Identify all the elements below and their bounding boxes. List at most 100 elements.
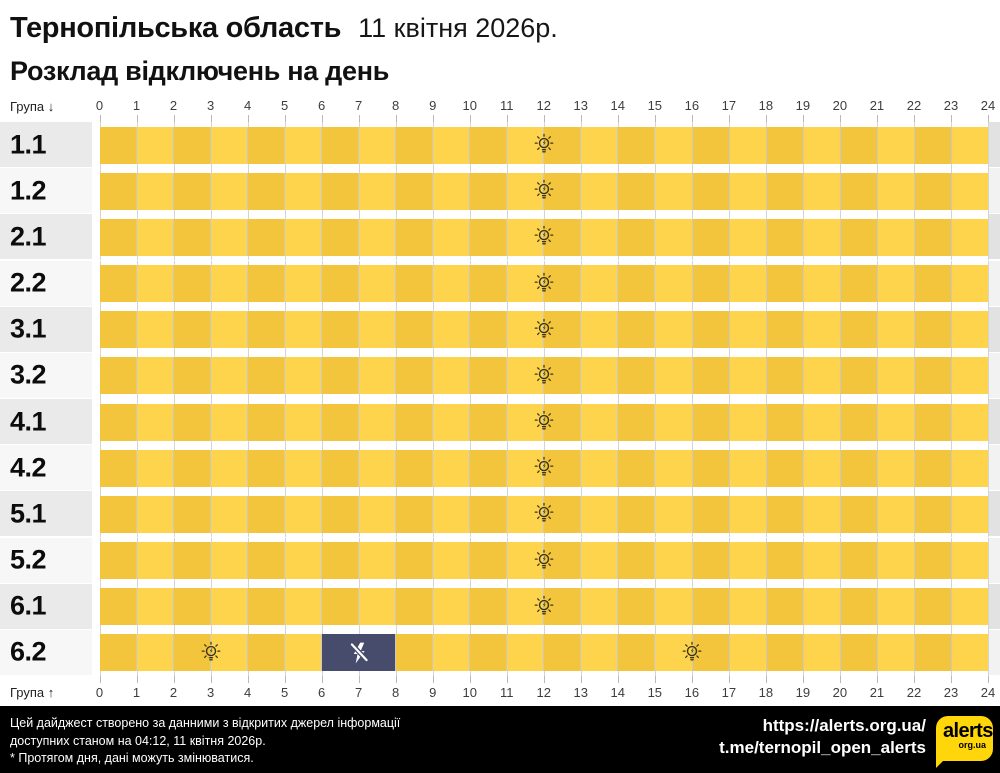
power-on-cell xyxy=(246,126,284,164)
tick-mark xyxy=(988,115,989,122)
group-label: 5.2 xyxy=(10,544,47,575)
bulb-on-icon xyxy=(532,318,555,341)
power-on-cell xyxy=(395,542,433,580)
power-bar xyxy=(99,588,988,626)
power-on-cell xyxy=(283,542,321,580)
hour-label: 7 xyxy=(355,685,363,700)
group-label: 3.2 xyxy=(10,359,47,390)
power-on-cell xyxy=(691,126,729,164)
power-on-cell xyxy=(543,542,581,580)
hour-label: 2 xyxy=(169,685,178,700)
hour-label: 23 xyxy=(943,98,959,113)
hour-label: 19 xyxy=(795,685,811,700)
tick-mark xyxy=(395,676,397,683)
power-on-cell xyxy=(172,495,210,533)
power-on-cell xyxy=(469,542,507,580)
power-on-cell xyxy=(209,172,247,210)
power-on-cell xyxy=(469,218,507,256)
hour-label: 11 xyxy=(499,98,514,113)
power-on-cell xyxy=(432,449,470,487)
hour-label: 4 xyxy=(243,685,252,700)
power-on-cell xyxy=(765,634,803,672)
bulb-on-icon xyxy=(532,595,555,618)
power-on-cell xyxy=(839,588,877,626)
footer-note-line: Цей дайджест створено за данними з відкр… xyxy=(10,716,401,730)
bulb-on-icon xyxy=(532,503,555,526)
power-on-cell xyxy=(839,634,877,672)
row-background-cap xyxy=(988,629,1000,676)
power-on-cell xyxy=(99,634,136,672)
power-on-cell xyxy=(839,172,877,210)
power-on-cell xyxy=(839,449,877,487)
power-on-cell xyxy=(913,542,951,580)
hour-label: 5 xyxy=(280,685,289,700)
tick-mark xyxy=(839,676,841,683)
power-on-cell xyxy=(617,172,655,210)
power-on-cell xyxy=(99,588,136,626)
power-on-cell xyxy=(172,357,210,395)
power-on-cell xyxy=(506,172,544,210)
group-axis-label-top: Група ↓ xyxy=(10,99,55,114)
power-on-cell xyxy=(580,634,618,672)
tick-mark xyxy=(876,676,878,683)
power-on-cell xyxy=(950,495,988,533)
power-on-cell xyxy=(357,218,395,256)
tick-mark xyxy=(469,676,471,683)
hour-label: 17 xyxy=(721,685,737,700)
power-on-cell xyxy=(580,126,618,164)
power-on-cell xyxy=(617,218,655,256)
group-label-cell: 4.2 xyxy=(0,445,92,492)
power-on-cell xyxy=(395,311,433,349)
footer-note: Цей дайджест створено за данними з відкр… xyxy=(10,715,400,768)
tick-mark xyxy=(432,676,434,683)
group-label: 5.1 xyxy=(10,498,47,529)
power-on-cell xyxy=(728,357,766,395)
power-on-cell xyxy=(172,218,210,256)
tick-mark xyxy=(358,676,360,683)
tick-mark xyxy=(691,115,693,122)
power-on-cell xyxy=(765,588,803,626)
power-on-cell xyxy=(469,172,507,210)
power-on-cell xyxy=(99,449,136,487)
power-on-cell xyxy=(654,172,692,210)
power-bar xyxy=(99,265,988,303)
power-on-cell xyxy=(543,172,581,210)
bulb-on-icon xyxy=(680,641,703,664)
row-background-cap xyxy=(988,583,1000,630)
power-on-cell xyxy=(283,357,321,395)
tick-mark xyxy=(580,676,582,683)
power-on-cell xyxy=(950,634,988,672)
power-on-cell xyxy=(691,495,729,533)
power-on-cell xyxy=(580,495,618,533)
telegram-link[interactable]: t.me/ternopil_open_alerts xyxy=(719,738,926,757)
power-on-cell xyxy=(580,172,618,210)
hour-label: 16 xyxy=(684,98,700,113)
power-on-cell xyxy=(839,403,877,441)
tick-mark xyxy=(136,676,138,683)
power-on-cell xyxy=(135,542,173,580)
hour-label: 0 xyxy=(95,685,104,700)
power-on-cell xyxy=(839,265,877,303)
tick-mark xyxy=(173,115,175,122)
power-on-cell xyxy=(99,172,136,210)
power-on-cell xyxy=(432,634,470,672)
power-on-cell xyxy=(802,357,840,395)
power-on-cell xyxy=(320,172,358,210)
power-on-cell xyxy=(654,357,692,395)
power-on-cell xyxy=(617,357,655,395)
power-on-cell xyxy=(283,495,321,533)
hour-label: 7 xyxy=(355,98,363,113)
power-on-cell xyxy=(580,588,618,626)
alerts-site-link[interactable]: https://alerts.org.ua/ xyxy=(762,716,926,735)
power-on-cell xyxy=(950,311,988,349)
power-on-cell xyxy=(172,126,210,164)
power-on-cell xyxy=(876,588,914,626)
hour-label: 5 xyxy=(280,98,289,113)
hour-label: 8 xyxy=(392,685,400,700)
power-on-cell xyxy=(357,311,395,349)
date-label: 11 квітня 2026р. xyxy=(358,13,558,43)
group-label: 6.1 xyxy=(10,590,47,621)
power-on-cell xyxy=(691,403,729,441)
power-on-cell xyxy=(765,403,803,441)
tick-mark xyxy=(765,115,767,122)
